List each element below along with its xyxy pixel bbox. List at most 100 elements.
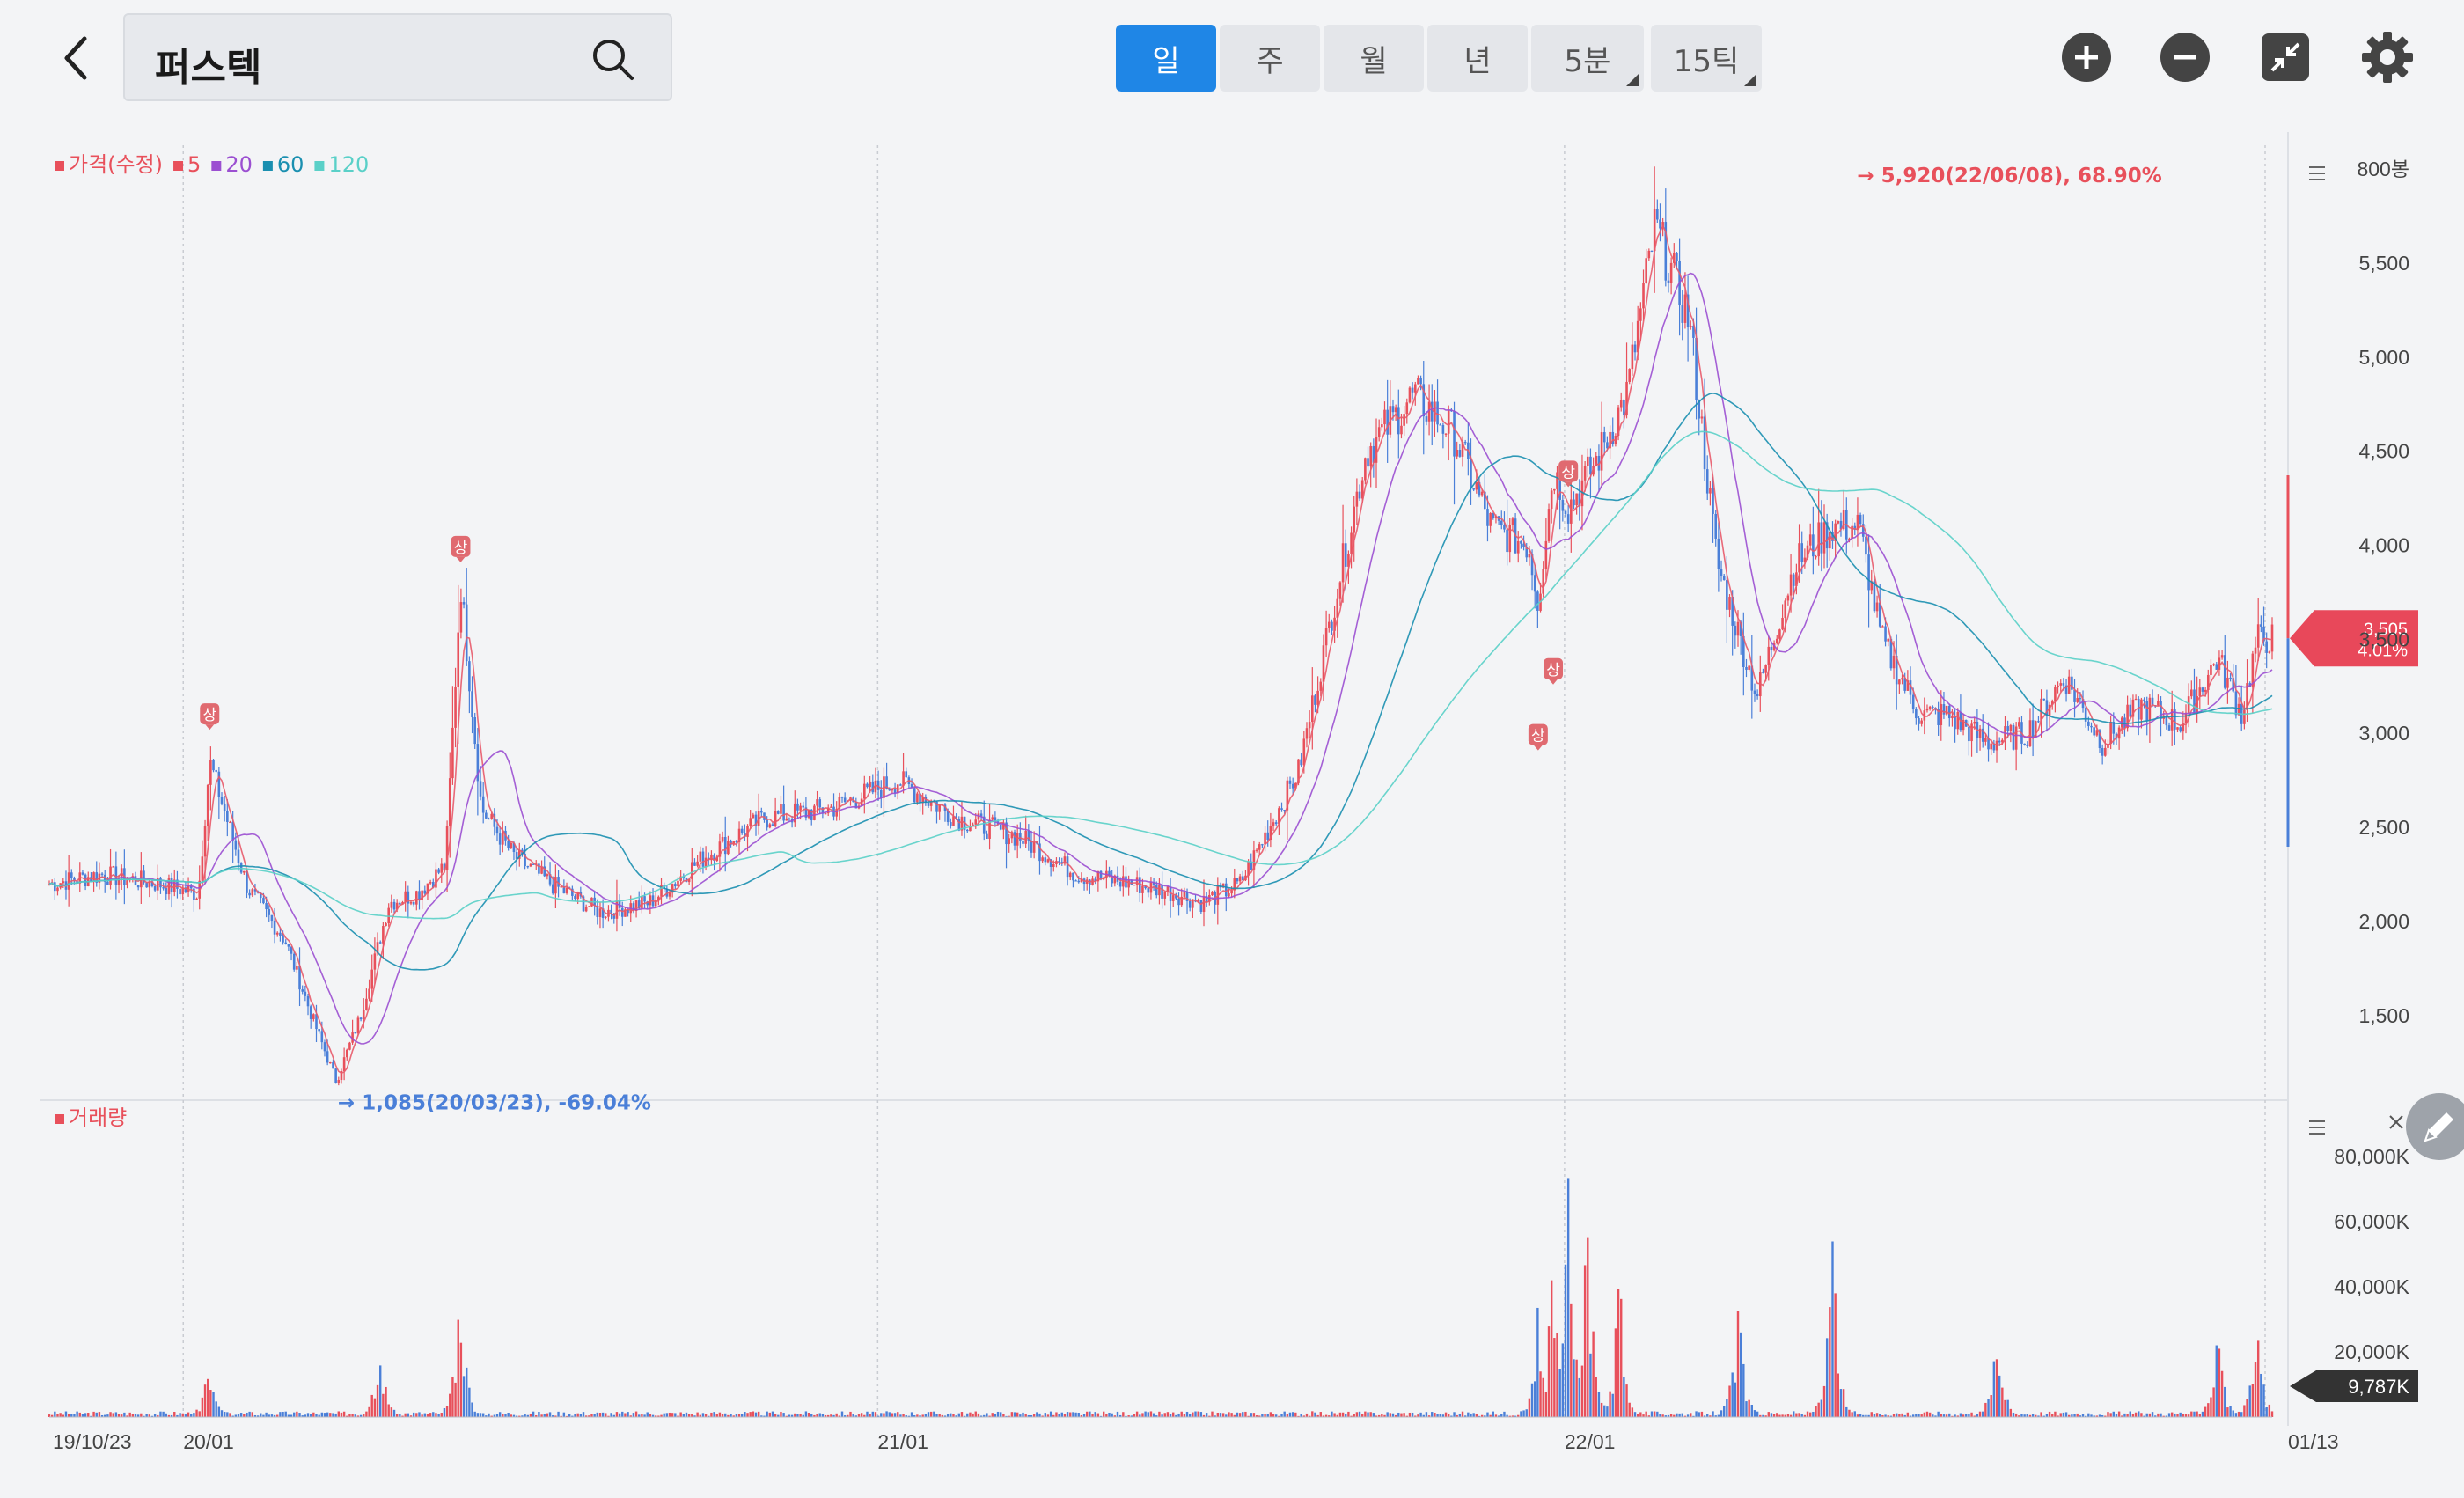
stock-search-box[interactable]: 퍼스텍 [123,13,672,101]
volume-bar [1906,1412,1910,1417]
volume-bar [713,1412,715,1417]
volume-bar [601,1412,605,1417]
candle-body [2262,626,2265,642]
candle-body [977,813,980,820]
candle-body [451,727,454,779]
volume-bar [1678,1413,1681,1417]
candle-body [376,942,379,954]
settings-button[interactable] [2360,30,2415,84]
volume-bar [2229,1406,2232,1417]
volume-bar [1970,1412,1973,1417]
zoom-in-button[interactable] [2059,30,2114,84]
candle-body [209,760,212,785]
volume-bar [54,1411,56,1417]
candle-body [2196,696,2198,714]
candle-body [179,888,181,895]
candle-body [1269,826,1272,841]
candle-body [557,877,560,887]
candle-body [1169,886,1172,901]
volume-bar [167,1414,171,1417]
candle-body [1511,518,1514,525]
candle-body [674,884,677,887]
volume-bar [593,1414,596,1417]
upper-limit-badge-text: 상 [202,707,216,724]
volume-bar [131,1414,135,1417]
volume-bar [1280,1414,1283,1417]
candle-body [268,909,271,915]
candle-body [2187,696,2190,713]
volume-bar [1010,1412,1014,1417]
chart-grid [40,132,2289,1426]
period-tab-2[interactable]: 월 [1324,25,1424,92]
volume-bar [1865,1414,1867,1417]
upper-limit-badge-text: 상 [1546,662,1560,679]
candle-body [1230,890,1233,894]
volume-bar [1364,1411,1367,1417]
volume-bar [854,1415,858,1417]
candle-body [507,840,510,848]
candle-body [1650,250,1654,253]
back-button[interactable] [53,30,102,86]
candle-body [95,872,99,883]
volume-bar [1789,1414,1793,1417]
volume-bar [1216,1412,1220,1417]
candle-body [991,817,994,820]
volume-bar [1024,1414,1027,1417]
period-tab-4[interactable]: 5분 [1531,25,1644,92]
volume-bar [1968,1414,1970,1417]
candle-body [1350,532,1353,554]
candle-body [699,851,702,862]
candle-body [1202,896,1206,913]
high-annotation: → 5,920(22/06/08), 68.90% [1857,165,2161,187]
volume-bar [1238,1413,1242,1417]
volume-bar [1375,1415,1378,1417]
volume-bar [905,1415,907,1417]
volume-bar [1411,1412,1414,1417]
drawing-tool-button[interactable] [2404,1091,2464,1162]
volume-bar [979,1415,983,1417]
volume-bar [1208,1415,1211,1417]
volume-bar [532,1411,535,1417]
candle-body [571,888,574,896]
period-tab-5[interactable]: 15틱 [1651,25,1762,92]
candle-body [723,837,727,855]
search-icon[interactable] [590,36,635,82]
volume-bar [1748,1399,1750,1417]
candle-body [744,833,746,837]
volume-bar [1870,1412,1873,1417]
zoom-out-button[interactable] [2158,30,2212,84]
candle-body [646,901,649,906]
candle-body [1447,409,1450,434]
candle-body [1122,876,1125,887]
volume-bar [1575,1359,1578,1417]
candle-body [54,882,56,892]
volume-bar [1086,1411,1089,1417]
volume-bar [376,1384,379,1417]
panel-menu-icon [2309,166,2325,180]
candle-body [1745,666,1748,670]
period-tab-1[interactable]: 주 [1220,25,1320,92]
volume-bar [807,1413,810,1417]
candle-body [2064,685,2068,694]
legend-swatch [262,161,273,171]
candle-body [473,716,477,745]
volume-bar [1845,1406,1848,1417]
ma-5-line [48,224,2273,1075]
period-tab-3[interactable]: 년 [1427,25,1528,92]
volume-bar [2210,1397,2212,1417]
volume-bar [1539,1371,1542,1417]
volume-bar [56,1414,59,1417]
candle-body [1152,882,1155,885]
volume-bar [774,1414,777,1417]
candle-body [329,1061,332,1064]
volume-bar [1000,1412,1002,1417]
candle-body [1873,581,1876,612]
period-tab-0[interactable]: 일 [1116,25,1216,92]
candle-body [1731,597,1734,626]
candle-body [259,892,262,899]
volume-bar [618,1413,621,1417]
collapse-fullscreen-button[interactable] [2258,30,2313,84]
volume-bar [827,1414,830,1417]
candle-body [1762,672,1764,673]
